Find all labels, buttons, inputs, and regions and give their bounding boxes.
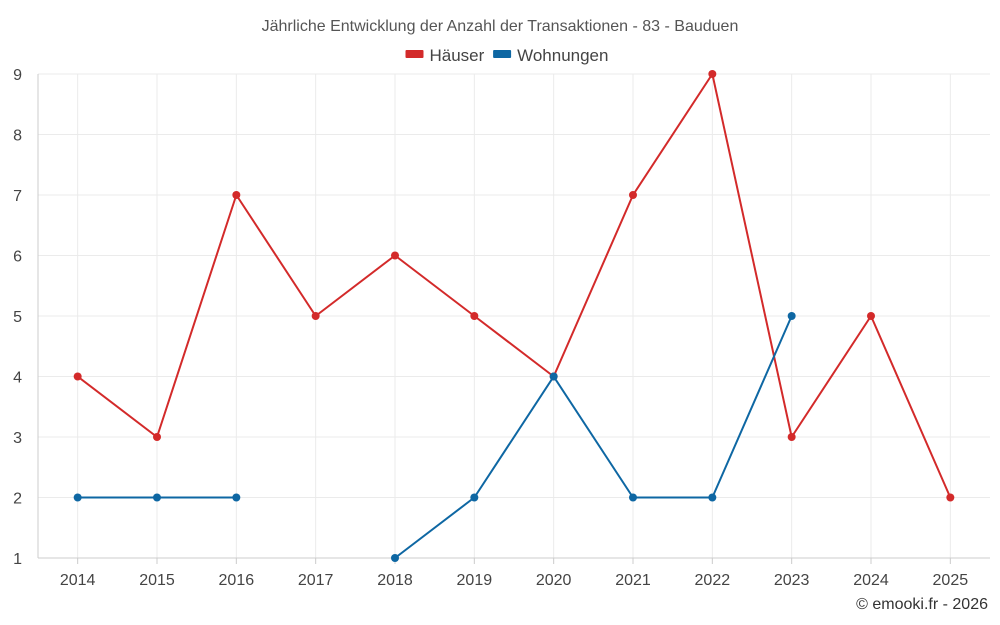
y-tick-label: 6 <box>13 249 22 266</box>
data-point-wohnungen[interactable] <box>708 493 717 502</box>
legend-item-h-user[interactable]: Häuser <box>405 46 485 65</box>
copyright-footer: © emooki.fr - 2026 <box>856 596 988 613</box>
series-line-h-user <box>77 73 952 498</box>
x-tick-label: 2025 <box>933 572 969 589</box>
legend-swatch <box>405 50 424 58</box>
data-point-wohnungen[interactable] <box>391 554 399 562</box>
data-point-h-user[interactable] <box>708 70 717 78</box>
x-tick-label: 2020 <box>536 572 572 589</box>
y-tick-label: 7 <box>13 188 22 205</box>
data-point-h-user[interactable] <box>470 312 479 320</box>
data-point-wohnungen[interactable] <box>73 493 82 502</box>
data-point-wohnungen[interactable] <box>549 372 558 381</box>
x-tick-label: 2018 <box>377 572 413 589</box>
legend-item-wohnungen[interactable]: Wohnungen <box>493 46 608 65</box>
data-point-h-user[interactable] <box>311 312 320 320</box>
x-tick-label: 2015 <box>139 572 175 589</box>
x-tick-label: 2022 <box>695 572 731 589</box>
data-point-h-user[interactable] <box>232 191 241 199</box>
data-point-h-user[interactable] <box>391 251 399 260</box>
x-tick-label: 2017 <box>298 572 334 589</box>
y-tick-label: 8 <box>13 128 22 145</box>
legend: Häuser Wohnungen <box>405 46 608 65</box>
data-point-wohnungen[interactable] <box>232 493 241 502</box>
y-tick-label: 5 <box>13 309 22 326</box>
y-tick-label: 1 <box>13 551 22 568</box>
data-point-wohnungen[interactable] <box>787 312 796 320</box>
data-point-wohnungen[interactable] <box>153 493 161 502</box>
data-point-h-user[interactable] <box>73 372 82 381</box>
legend-label: Wohnungen <box>517 46 608 65</box>
data-point-h-user[interactable] <box>787 433 796 441</box>
y-tick-label: 2 <box>13 491 22 508</box>
x-tick-label: 2024 <box>853 572 889 589</box>
x-tick-label: 2023 <box>774 572 810 589</box>
data-point-wohnungen[interactable] <box>629 493 637 502</box>
series-wohnungen <box>73 312 796 562</box>
data-point-h-user[interactable] <box>153 433 161 441</box>
y-tick-label: 3 <box>13 430 22 447</box>
legend-swatch <box>493 50 512 58</box>
x-tick-label: 2021 <box>615 572 651 589</box>
x-tick-label: 2019 <box>457 572 493 589</box>
data-point-h-user[interactable] <box>946 493 955 502</box>
x-tick-label: 2016 <box>219 572 255 589</box>
series-layer <box>73 70 955 562</box>
series-h-user <box>73 70 955 502</box>
axes: 1 2 3 4 5 6 7 8 9 2014 2015 2016 2017 2018 2019 2020 202… <box>13 67 990 589</box>
data-point-wohnungen[interactable] <box>470 493 479 502</box>
data-point-h-user[interactable] <box>629 191 637 199</box>
series-line-wohnungen <box>394 315 793 559</box>
legend-label: Häuser <box>430 46 485 65</box>
y-tick-label: 9 <box>13 67 22 84</box>
chart-title: Jährliche Entwicklung der Anzahl der Tra… <box>262 18 739 35</box>
grid <box>38 73 990 558</box>
y-tick-label: 4 <box>13 370 22 387</box>
x-tick-label: 2014 <box>60 572 96 589</box>
data-point-h-user[interactable] <box>867 312 875 320</box>
